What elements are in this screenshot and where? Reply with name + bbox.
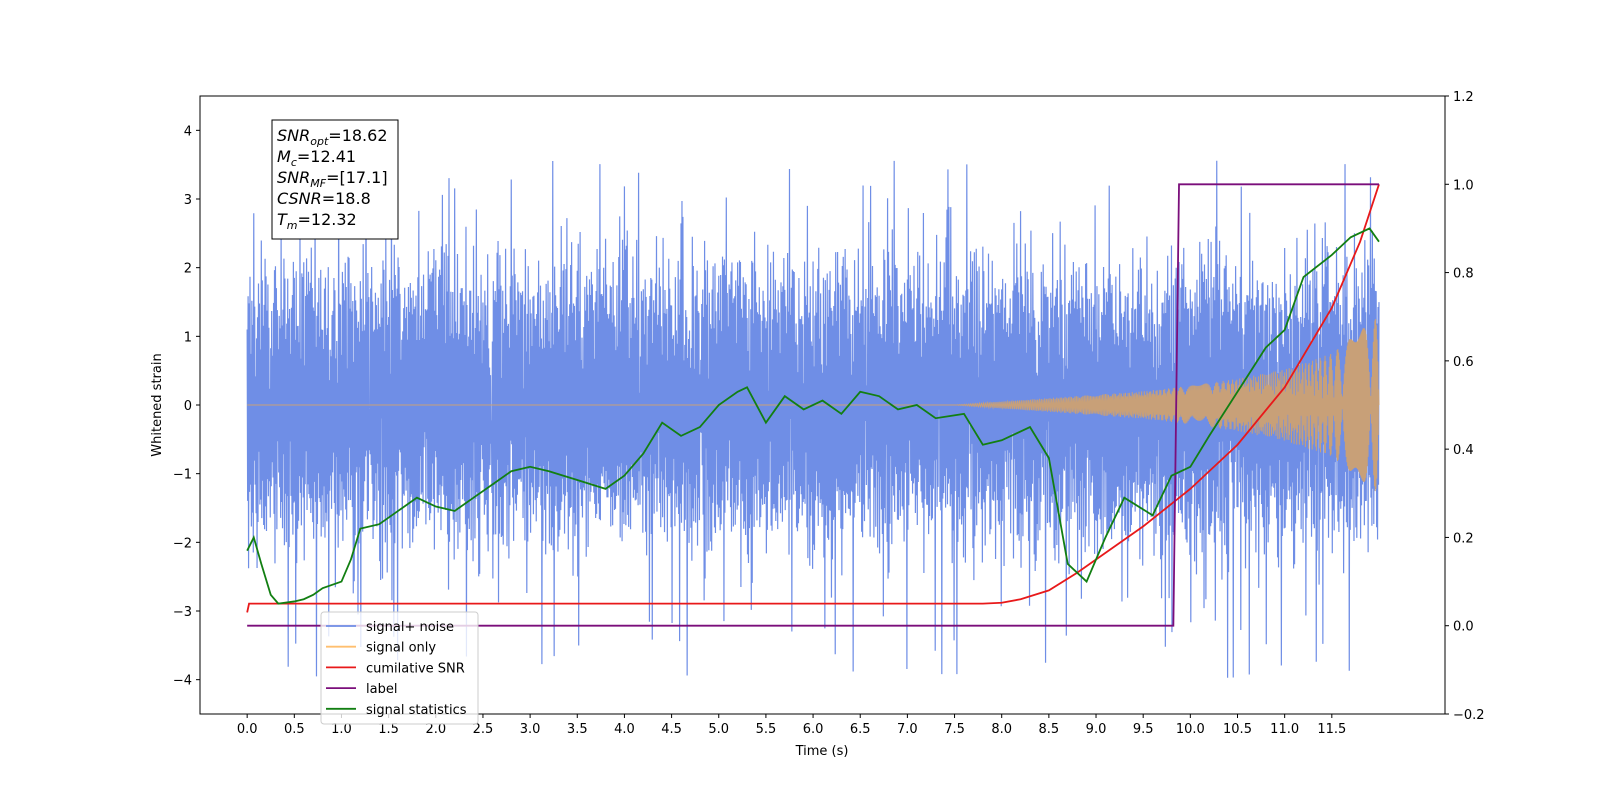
x-tick-label: 10.5: [1223, 722, 1252, 737]
y2-tick-label: 0.4: [1453, 443, 1474, 458]
x-tick-label: 2.0: [425, 722, 446, 737]
x-tick-label: 5.5: [756, 722, 777, 737]
y-tick-label: −3: [173, 605, 192, 620]
info-value: =18.62: [328, 126, 387, 145]
y2-tick-label: 0.8: [1453, 267, 1474, 282]
y-tick-label: −1: [173, 468, 192, 483]
y-axis-label: Whitened strain: [150, 353, 165, 456]
info-box-line: CSNR=18.8: [277, 189, 371, 208]
x-tick-label: 3.0: [520, 722, 541, 737]
info-subscript: MF: [310, 177, 326, 190]
legend-label: cumilative SNR: [366, 661, 465, 676]
info-value: =18.8: [322, 189, 371, 208]
x-tick-label: 11.5: [1317, 722, 1346, 737]
legend-label: signal only: [366, 641, 436, 656]
y2-tick-label: −0.2: [1453, 708, 1485, 723]
x-tick-label: 8.5: [1039, 722, 1060, 737]
x-tick-label: 9.5: [1133, 722, 1154, 737]
y-tick-label: 4: [184, 124, 192, 139]
series-label-line: [247, 183, 1379, 627]
y-tick-label: −2: [173, 536, 192, 551]
plot-area: [246, 160, 1380, 678]
x-tick-label: 4.0: [614, 722, 635, 737]
x-tick-label: 0.5: [284, 722, 305, 737]
info-box-line: Tm=12.32: [277, 210, 357, 232]
info-symbol: CSNR: [277, 189, 322, 208]
y2-tick-label: 0.6: [1453, 355, 1474, 370]
info-value: =12.32: [298, 210, 357, 229]
info-box: SNRopt=18.62Mc=12.41SNRMF=[17.1]CSNR=18.…: [271, 119, 399, 240]
x-tick-label: 4.5: [661, 722, 682, 737]
info-box-frame: [271, 119, 399, 240]
series-signal-statistics-line: [246, 227, 1380, 605]
y-tick-label: −4: [173, 674, 192, 689]
y-tick-label: 3: [184, 193, 192, 208]
x-tick-label: 1.0: [331, 722, 352, 737]
x-tick-label: 7.0: [897, 722, 918, 737]
y-tick-label: 0: [184, 399, 192, 414]
x-tick-label: 8.0: [991, 722, 1012, 737]
legend-frame: [320, 611, 479, 725]
y2-tick-label: 0.2: [1453, 531, 1474, 546]
x-tick-label: 6.5: [850, 722, 871, 737]
info-symbol: M: [277, 147, 291, 166]
info-symbol: T: [277, 210, 288, 229]
x-tick-label: 5.0: [708, 722, 729, 737]
legend-label: label: [366, 682, 397, 697]
x-tick-label: 2.5: [473, 722, 494, 737]
info-subscript: c: [291, 156, 297, 169]
x-tick-label: 3.5: [567, 722, 588, 737]
axis-ticks: 0.0 0.5 1.0 1.5 2.0 2.5 3.0 3.5 4.0 4.5 5.0 5.5 6.0 6…: [173, 90, 1485, 737]
series-signal-noise-line: [246, 160, 1380, 678]
info-subscript: m: [287, 219, 298, 232]
y2-tick-label: 0.0: [1453, 620, 1474, 635]
x-tick-label: 0.0: [237, 722, 258, 737]
x-axis-label: Time (s): [795, 744, 849, 759]
x-tick-label: 9.0: [1086, 722, 1107, 737]
y-tick-label: 2: [184, 262, 192, 277]
info-box-line: SNRMF=[17.1]: [277, 168, 388, 190]
x-tick-label: 1.5: [378, 722, 399, 737]
legend-label: signal statistics: [366, 703, 467, 718]
x-tick-label: 6.0: [803, 722, 824, 737]
info-symbol: SNR: [277, 168, 310, 187]
info-box-line: Mc=12.41: [277, 147, 356, 169]
y2-tick-label: 1.0: [1453, 178, 1474, 193]
info-box-line: SNRopt=18.62: [277, 126, 388, 148]
x-tick-label: 11.0: [1270, 722, 1299, 737]
x-tick-label: 7.5: [944, 722, 965, 737]
legend: signal+ noise signal only cumilative SNR la…: [320, 611, 479, 725]
info-value: =[17.1]: [326, 168, 388, 187]
y-tick-label: 1: [184, 330, 192, 345]
y2-tick-label: 1.2: [1453, 90, 1474, 105]
legend-label: signal+ noise: [366, 620, 454, 635]
x-tick-label: 10.0: [1176, 722, 1205, 737]
info-subscript: opt: [310, 135, 329, 148]
info-value: =12.41: [297, 147, 356, 166]
info-symbol: SNR: [277, 126, 310, 145]
